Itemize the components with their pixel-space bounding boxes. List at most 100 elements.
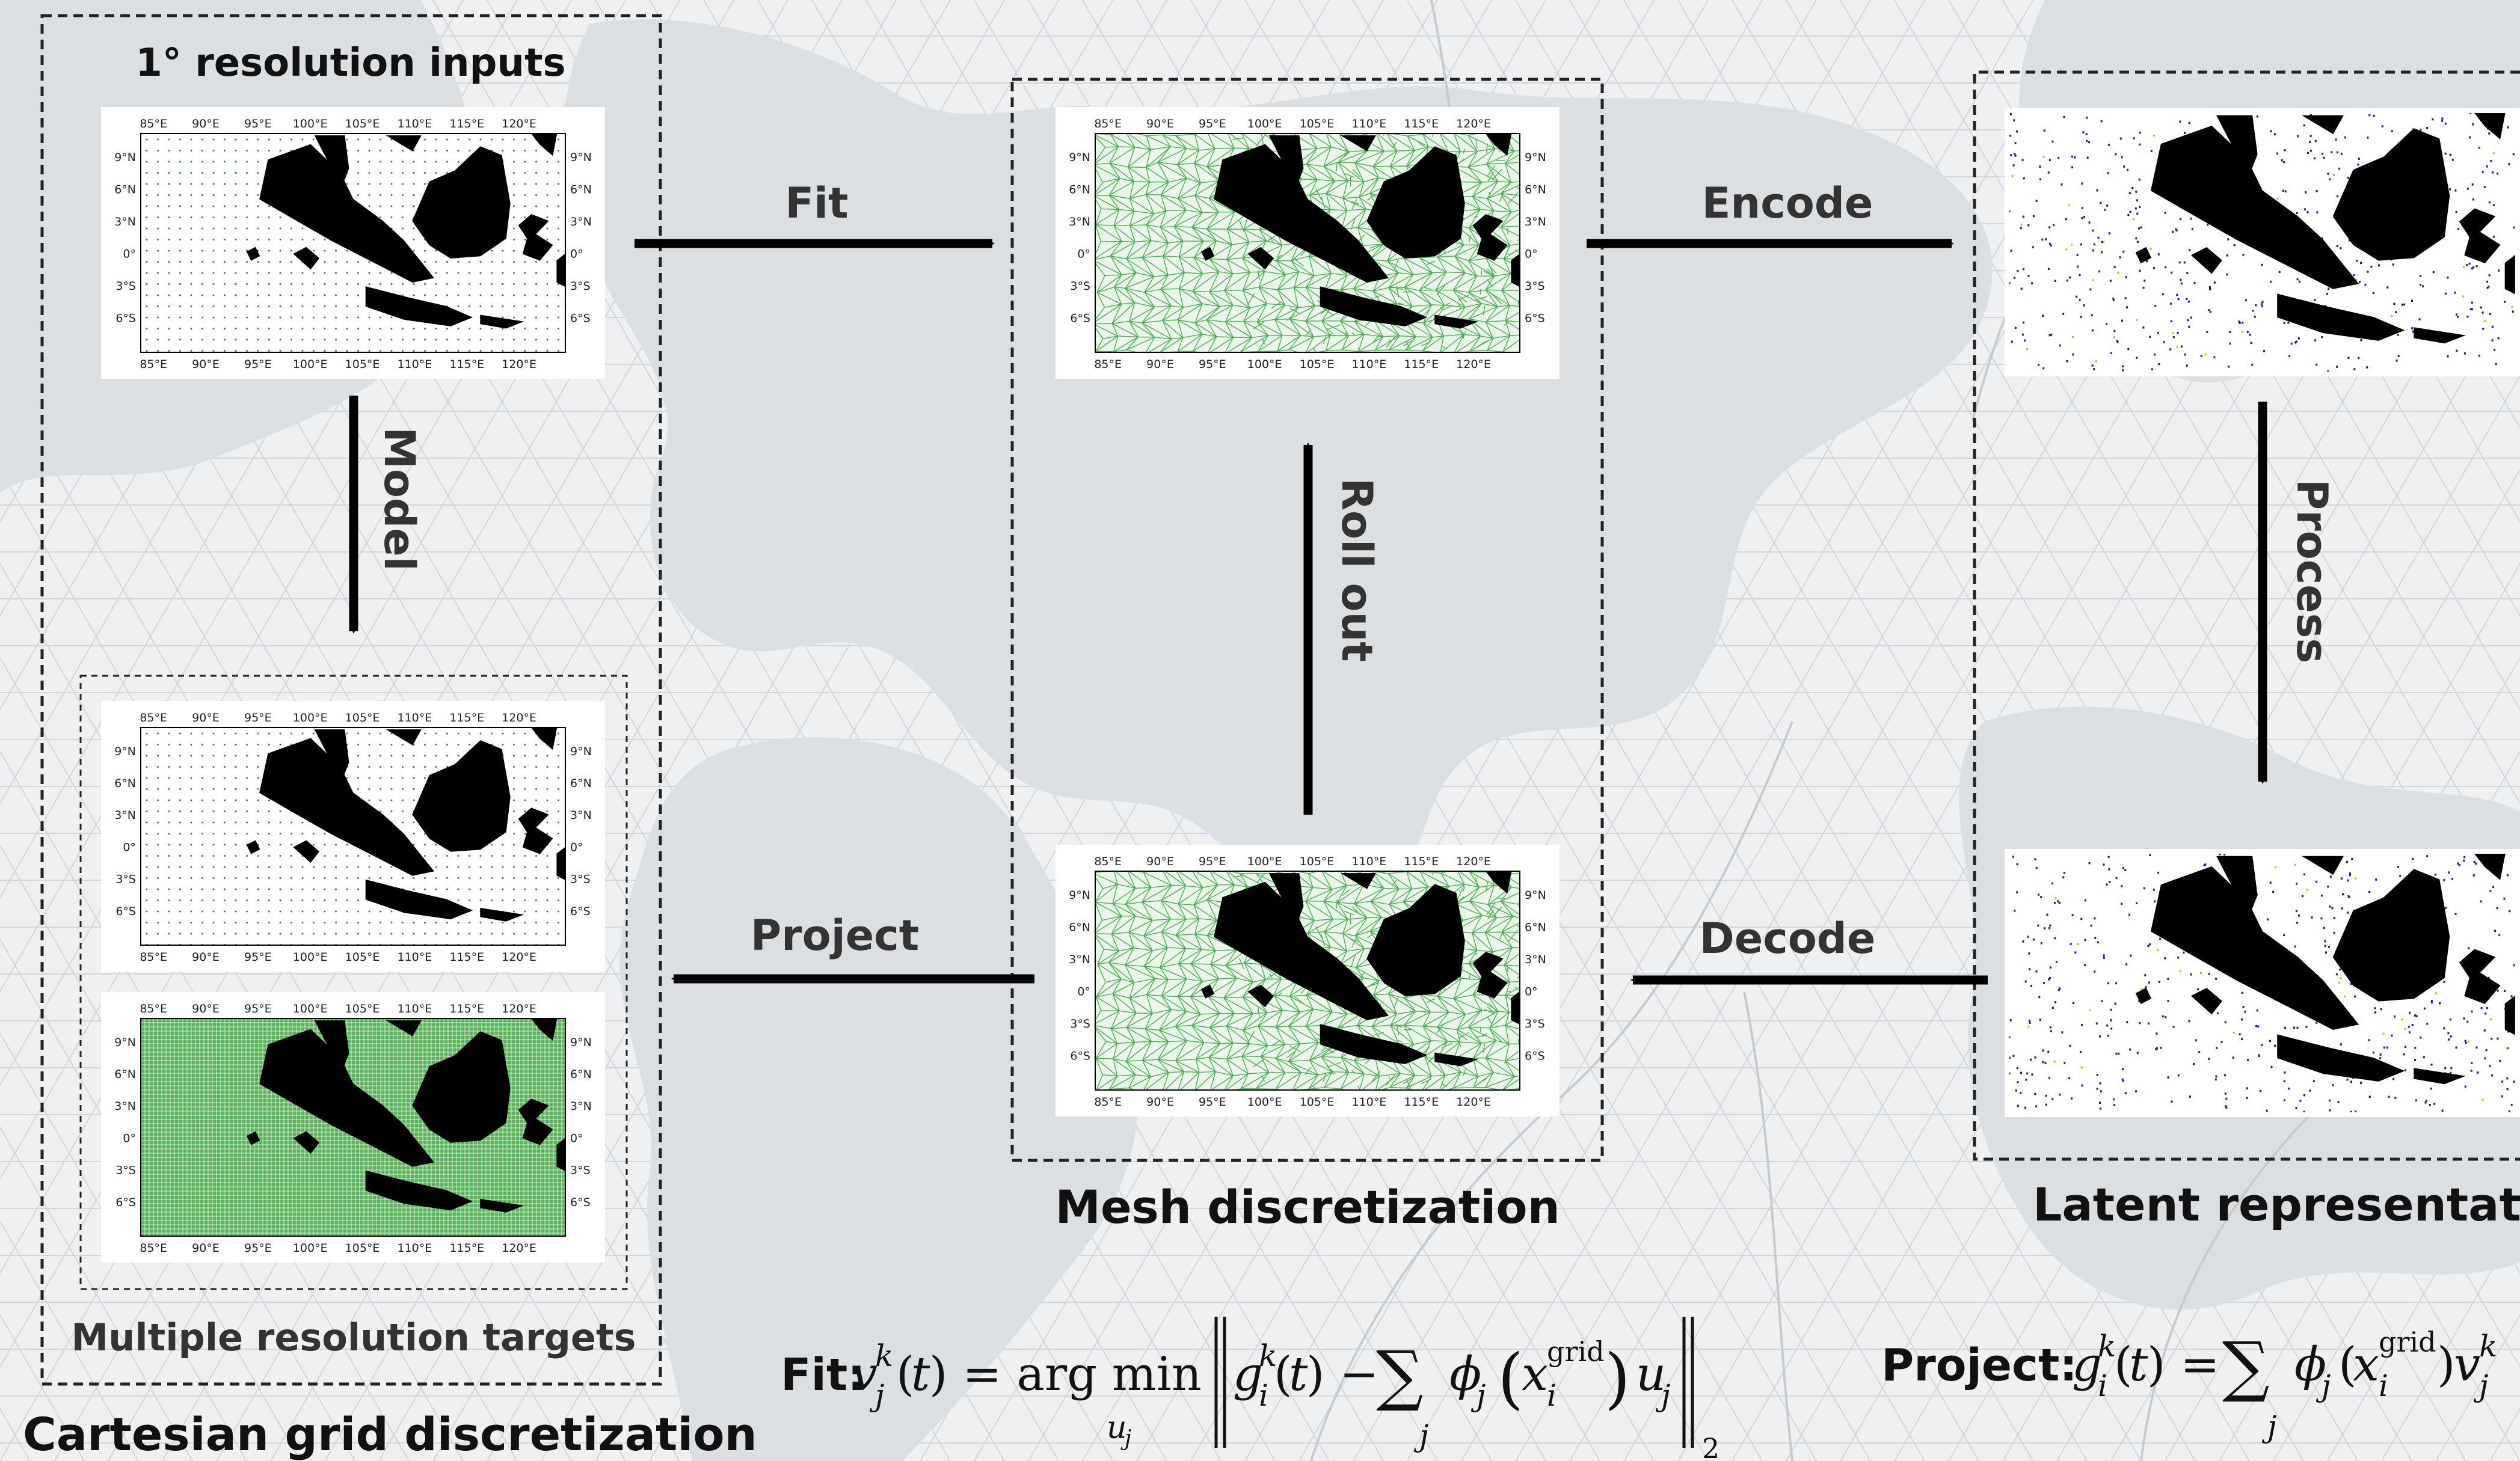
tick-label: 95°E [1199, 855, 1226, 868]
svg-text:∑: ∑ [2222, 1328, 2270, 1404]
tick-label: 95°E [1199, 117, 1226, 130]
tick-label: 6°S [115, 312, 136, 325]
tick-label: 3°S [1070, 280, 1090, 293]
tick-label: 110°E [397, 951, 432, 964]
target-grid-map-coarse: 85°E 85°E 90°E 90°E 95°E 95°E 100°E 100°E 105°E 1… [101, 701, 605, 972]
targets-box [79, 675, 628, 1290]
tick-label: 115°E [449, 711, 484, 724]
tick-label: 90°E [1146, 855, 1174, 868]
tick-label: 0° [1077, 985, 1090, 999]
tick-label: 105°E [345, 117, 380, 130]
tick-label: 105°E [345, 1242, 380, 1255]
tick-label: 9°N [1525, 151, 1546, 164]
mesh-caption: Mesh discretization [1055, 1180, 1560, 1234]
tick-label: 100°E [1247, 1095, 1282, 1109]
tick-label: 9°N [1069, 151, 1090, 164]
tick-label: 0° [570, 1132, 583, 1145]
fit-equation-symbol: v [851, 1347, 877, 1401]
tick-label: 85°E [140, 1002, 167, 1015]
tick-label: 3°N [570, 215, 592, 228]
tick-label: 6°N [570, 777, 592, 790]
tick-label: 115°E [449, 358, 484, 371]
tick-label: 100°E [1247, 855, 1282, 868]
latent-box [1973, 70, 2520, 1161]
mesh-map-bottom: 85°E 85°E 90°E 90°E 95°E 95°E 100°E 100°E 105°E 1… [1056, 845, 1560, 1116]
tick-label: 3°S [570, 873, 591, 886]
tick-label: 115°E [449, 1002, 484, 1015]
tick-label: 110°E [1351, 117, 1386, 130]
tick-label: 115°E [449, 117, 484, 130]
tick-label: 6°S [1070, 1050, 1090, 1063]
tick-label: 85°E [1094, 1095, 1122, 1109]
tick-label: 115°E [1404, 117, 1439, 130]
tick-label: 85°E [140, 711, 167, 724]
tick-label: 100°E [293, 117, 328, 130]
tick-label: 120°E [502, 951, 536, 964]
tick-label: 0° [123, 1132, 136, 1145]
tick-label: 85°E [140, 951, 167, 964]
tick-label: 100°E [293, 711, 328, 724]
fit-equation-label: Fit: [781, 1349, 865, 1401]
tick-label: 120°E [1456, 117, 1491, 130]
tick-label: 0° [570, 248, 583, 261]
svg-text:ϕ: ϕ [1449, 1347, 1481, 1401]
target-grid-map-fine: 85°E 85°E 90°E 90°E 95°E 95°E 100°E 100°E 105°E 1… [101, 992, 605, 1263]
tick-label: 3°N [570, 1100, 592, 1113]
tick-label: 3°N [1525, 953, 1546, 966]
tick-label: 95°E [244, 358, 272, 371]
tick-label: 6°S [115, 905, 136, 918]
tick-label: 85°E [1094, 855, 1122, 868]
tick-label: 90°E [1146, 1095, 1174, 1109]
tick-label: 6°S [1070, 312, 1090, 325]
tick-label: 6°N [1525, 183, 1546, 197]
svg-text:u: u [1636, 1347, 1666, 1401]
inputs-title: 1° resolution inputs [135, 41, 565, 85]
tick-label: 6°S [570, 1196, 591, 1209]
tick-label: 90°E [192, 951, 220, 964]
tick-label: 115°E [1404, 1095, 1439, 1109]
tick-label: 115°E [1404, 855, 1439, 868]
tick-label: 90°E [192, 1242, 220, 1255]
tick-label: 6°N [1069, 183, 1090, 197]
tick-label: 110°E [397, 358, 432, 371]
tick-label: 100°E [293, 1002, 328, 1015]
tick-label: 0° [1525, 248, 1538, 261]
svg-text:x: x [1522, 1347, 1548, 1401]
tick-label: 3°S [1525, 280, 1545, 293]
svg-text:): ) [1605, 1340, 1630, 1417]
flow-arrows [349, 239, 2267, 985]
tick-label: 0° [1077, 248, 1090, 261]
svg-text:t: t [2129, 1338, 2148, 1392]
tick-label: 3°N [114, 809, 136, 822]
svg-text:i: i [2098, 1368, 2107, 1403]
tick-label: 9°N [1069, 889, 1090, 902]
tick-label: 3°S [115, 1164, 136, 1177]
process-label: Process [2287, 479, 2337, 663]
svg-text:g: g [1233, 1347, 1263, 1401]
tick-label: 120°E [502, 358, 536, 371]
tick-label: 90°E [192, 711, 220, 724]
tick-label: 85°E [1094, 117, 1122, 130]
latent-caption: Latent representation [2033, 1178, 2520, 1231]
tick-label: 95°E [1199, 358, 1226, 371]
svg-text:) =: ) = [2147, 1338, 2220, 1392]
fit-equation: Fit: v k j ( t ) = arg min u j g k i ( t… [781, 1317, 1719, 1461]
svg-text:grid: grid [1547, 1335, 1605, 1368]
svg-text:∑: ∑ [1376, 1337, 1424, 1414]
tick-label: 85°E [140, 358, 167, 371]
svg-text:(: ( [896, 1347, 914, 1401]
tick-label: 90°E [1146, 117, 1174, 130]
tick-label: 6°S [1525, 312, 1545, 325]
tick-label: 100°E [293, 358, 328, 371]
tick-label: 110°E [1351, 358, 1386, 371]
tick-label: 100°E [1247, 358, 1282, 371]
mesh-map-top: 85°E 85°E 90°E 90°E 95°E 95°E 100°E 100°E 105°E 1… [1056, 107, 1560, 379]
cartesian-caption: Cartesian grid discretization [23, 1407, 757, 1461]
project-equation-label: Project: [1881, 1340, 2077, 1391]
tick-label: 0° [570, 841, 583, 854]
svg-text:t: t [1289, 1347, 1308, 1401]
encode-label: Encode [1702, 179, 1873, 228]
tick-label: 120°E [502, 711, 536, 724]
svg-text:) = arg min: ) = arg min [929, 1347, 1202, 1401]
mesh-box [1010, 78, 1604, 1162]
